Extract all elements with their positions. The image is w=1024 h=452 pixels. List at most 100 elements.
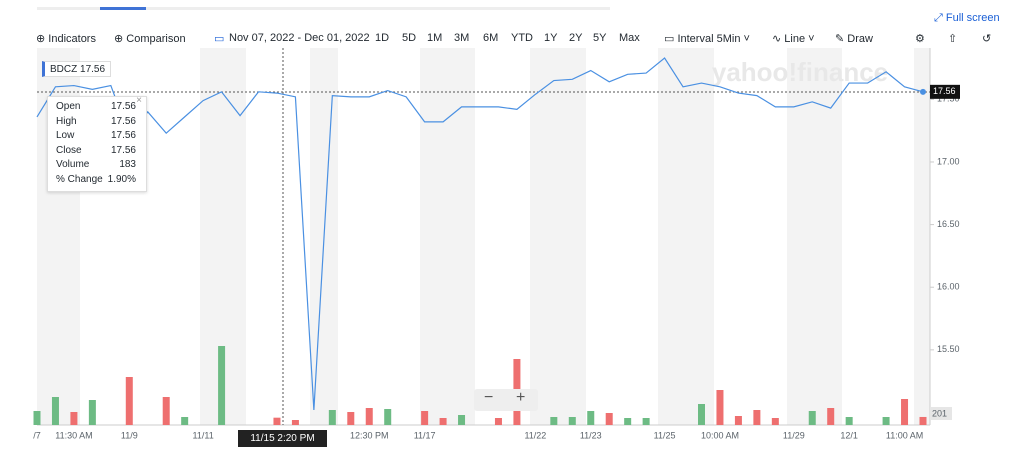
- date-range[interactable]: Nov 07, 2022 - Dec 01, 2022: [229, 32, 370, 44]
- volume-bar: [70, 412, 78, 425]
- x-tick-label: 11/22: [524, 430, 546, 440]
- volume-bar: [421, 411, 429, 425]
- interval-label[interactable]: Interval: [677, 33, 714, 45]
- volume-bar: [218, 346, 226, 425]
- draw[interactable]: ✎ Draw: [835, 33, 873, 45]
- toolbar: ⊕ Indicators ⊕ Comparison ▭ Nov 07, 2022…: [0, 28, 1024, 50]
- tooltip-value: 17.56: [110, 144, 136, 156]
- range-button[interactable]: 1D: [375, 32, 390, 44]
- range-button[interactable]: 2Y: [569, 32, 583, 44]
- volume-tag: [930, 407, 952, 420]
- volume-bar: [901, 399, 909, 425]
- range-button[interactable]: YTD: [511, 32, 533, 44]
- volume-bar: [624, 418, 632, 425]
- range-button[interactable]: 6M: [483, 32, 499, 44]
- tooltip-key: Low: [56, 130, 75, 141]
- range-button[interactable]: Max: [619, 32, 640, 44]
- comparison-label[interactable]: Comparison: [126, 33, 186, 45]
- tooltip-value: 17.56: [110, 101, 136, 112]
- tooltip-value: 17.56: [110, 115, 136, 127]
- full-screen-label[interactable]: Full screen: [945, 12, 1000, 24]
- y-tick-label: 16.50: [937, 219, 960, 229]
- hover-label: 11/15 2:20 PM: [238, 430, 327, 447]
- volume-bar: [162, 397, 170, 425]
- chart-style-label[interactable]: Line: [784, 33, 806, 45]
- reset[interactable]: ↺: [982, 33, 992, 45]
- range-button[interactable]: 3M: [454, 32, 470, 44]
- tooltip-key: Close: [56, 144, 82, 156]
- tooltip-close[interactable]: ×: [136, 95, 142, 106]
- volume-bar: [716, 390, 724, 425]
- tooltip-row: % Change 1.90%: [56, 174, 136, 185]
- volume-tag-label: 201: [932, 408, 947, 418]
- tooltip-value: 1.90%: [107, 173, 136, 185]
- share[interactable]: ⇧: [948, 33, 958, 45]
- x-tick-label: 11/17: [414, 430, 436, 440]
- last-point: [920, 88, 926, 95]
- volume-bar: [882, 417, 890, 425]
- tooltip-key: % Change: [56, 173, 103, 185]
- volume-bar: [494, 418, 502, 425]
- volume-bar: [587, 411, 595, 425]
- x-tick-label: 12/1: [840, 430, 858, 440]
- full-screen[interactable]: ⤢ Full screen: [934, 12, 1000, 24]
- tooltip-row: High 17.56: [56, 116, 136, 127]
- y-tick-label: 17.50: [937, 94, 960, 104]
- tooltip-row: Low 17.56: [56, 130, 136, 141]
- range-button[interactable]: 5D: [402, 32, 417, 44]
- volume-bar: [51, 397, 59, 425]
- volume-bar: [808, 411, 816, 425]
- price-tag: [930, 84, 960, 99]
- tooltip-key: Volume: [56, 159, 90, 170]
- range-button[interactable]: 1M: [427, 32, 443, 44]
- tooltip-row: Volume 183: [56, 159, 136, 170]
- x-tick-label: 10:00 AM: [701, 430, 739, 440]
- volume-bar: [365, 408, 373, 425]
- volume-bar: [771, 418, 779, 425]
- volume-bar: [384, 409, 392, 425]
- volume-bar: [845, 417, 853, 425]
- indicators-label[interactable]: Indicators: [48, 33, 96, 45]
- interval-value[interactable]: 5Min: [716, 33, 741, 45]
- x-tick-label: 11:00 AM: [886, 430, 923, 440]
- zoom-controls: − +: [474, 389, 538, 411]
- interval[interactable]: ▭ Interval 5Min ˅: [664, 33, 750, 45]
- volume-bar: [642, 418, 650, 425]
- volume-bar: [568, 417, 576, 425]
- volume-bar: [734, 416, 742, 425]
- x-tick-label: 11/25: [654, 430, 676, 440]
- volume-bar: [328, 410, 336, 425]
- x-tick-label: /7: [33, 430, 41, 440]
- x-tick-label: 11/23: [580, 430, 602, 440]
- comparison[interactable]: ⊕ Comparison: [114, 33, 186, 45]
- watermark: yahoo!finance: [712, 57, 888, 87]
- zoom-in[interactable]: +: [516, 389, 526, 406]
- volume-bar: [827, 408, 835, 425]
- date-icon[interactable]: ▭: [214, 33, 225, 45]
- settings[interactable]: ⚙: [915, 33, 925, 45]
- price-line: [36, 57, 924, 411]
- volume-bar: [605, 413, 613, 425]
- price-tag-label: 17.56: [933, 86, 956, 96]
- volume-bar: [458, 415, 466, 425]
- chart-style[interactable]: ∿ Line ˅: [772, 33, 815, 45]
- legend-price: 17.56: [80, 64, 106, 75]
- volume-bar: [33, 411, 41, 425]
- range-button[interactable]: 5Y: [593, 32, 607, 44]
- session-bands: [37, 48, 930, 425]
- tab-active[interactable]: [100, 7, 146, 10]
- x-tick-label: 11/9: [121, 430, 138, 440]
- tooltip-key: High: [56, 115, 77, 127]
- range-button[interactable]: 1Y: [544, 32, 558, 44]
- zoom-out[interactable]: −: [484, 389, 494, 406]
- volume-bar: [88, 400, 96, 425]
- indicators[interactable]: ⊕ Indicators: [36, 33, 96, 45]
- volume-bar: [919, 416, 927, 425]
- draw-label[interactable]: Draw: [847, 33, 873, 45]
- tooltip-value: 17.56: [110, 130, 136, 141]
- tooltip-row: Open 17.56: [56, 101, 136, 112]
- tab-strip: [37, 7, 610, 10]
- y-tick-label: 17.00: [937, 156, 960, 166]
- volume-bar: [698, 404, 705, 425]
